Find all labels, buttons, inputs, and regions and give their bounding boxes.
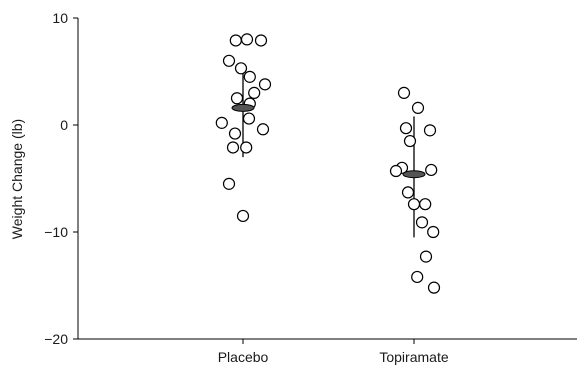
y-tick-label: 10 <box>52 10 68 26</box>
axes <box>77 18 577 340</box>
x-ticks: Placebo Topiramate <box>218 339 449 365</box>
plot-area <box>215 33 441 294</box>
data-point <box>230 92 244 105</box>
data-point <box>222 177 236 190</box>
data-point <box>254 34 268 47</box>
data-point <box>411 270 424 284</box>
y-tick-label: −10 <box>44 224 68 240</box>
data-point <box>419 198 432 211</box>
mean-marker <box>402 170 426 179</box>
data-point <box>222 54 236 67</box>
data-point <box>256 123 270 136</box>
data-point <box>427 281 441 294</box>
data-point <box>411 101 425 114</box>
series-placebo <box>215 33 272 223</box>
data-point <box>229 34 242 47</box>
data-point <box>236 209 250 223</box>
y-tick-label: 0 <box>60 117 68 133</box>
data-point <box>226 141 240 154</box>
x-tick-label: Topiramate <box>379 349 448 365</box>
data-point <box>401 186 415 199</box>
data-point <box>234 62 248 75</box>
data-point <box>419 250 433 263</box>
data-point <box>228 127 242 140</box>
data-point <box>258 78 272 91</box>
mean-marker <box>231 103 255 112</box>
data-point <box>248 86 261 100</box>
data-point <box>389 164 403 178</box>
series-topiramate <box>389 86 441 294</box>
data-point <box>407 198 421 211</box>
data-point <box>423 124 437 137</box>
data-point <box>415 216 429 229</box>
data-point <box>425 163 438 177</box>
data-point <box>397 86 411 100</box>
y-ticks: 10 0 −10 −20 <box>44 10 78 347</box>
data-point <box>399 122 413 135</box>
y-tick-label: −20 <box>44 331 68 347</box>
x-tick-label: Placebo <box>218 349 269 365</box>
data-point <box>242 112 256 125</box>
data-point <box>243 70 256 83</box>
data-point <box>403 134 417 148</box>
data-point <box>427 225 440 239</box>
data-point <box>240 33 254 46</box>
y-axis-title: Weight Change (lb) <box>9 119 25 239</box>
data-point <box>215 116 228 129</box>
data-point <box>240 141 253 154</box>
